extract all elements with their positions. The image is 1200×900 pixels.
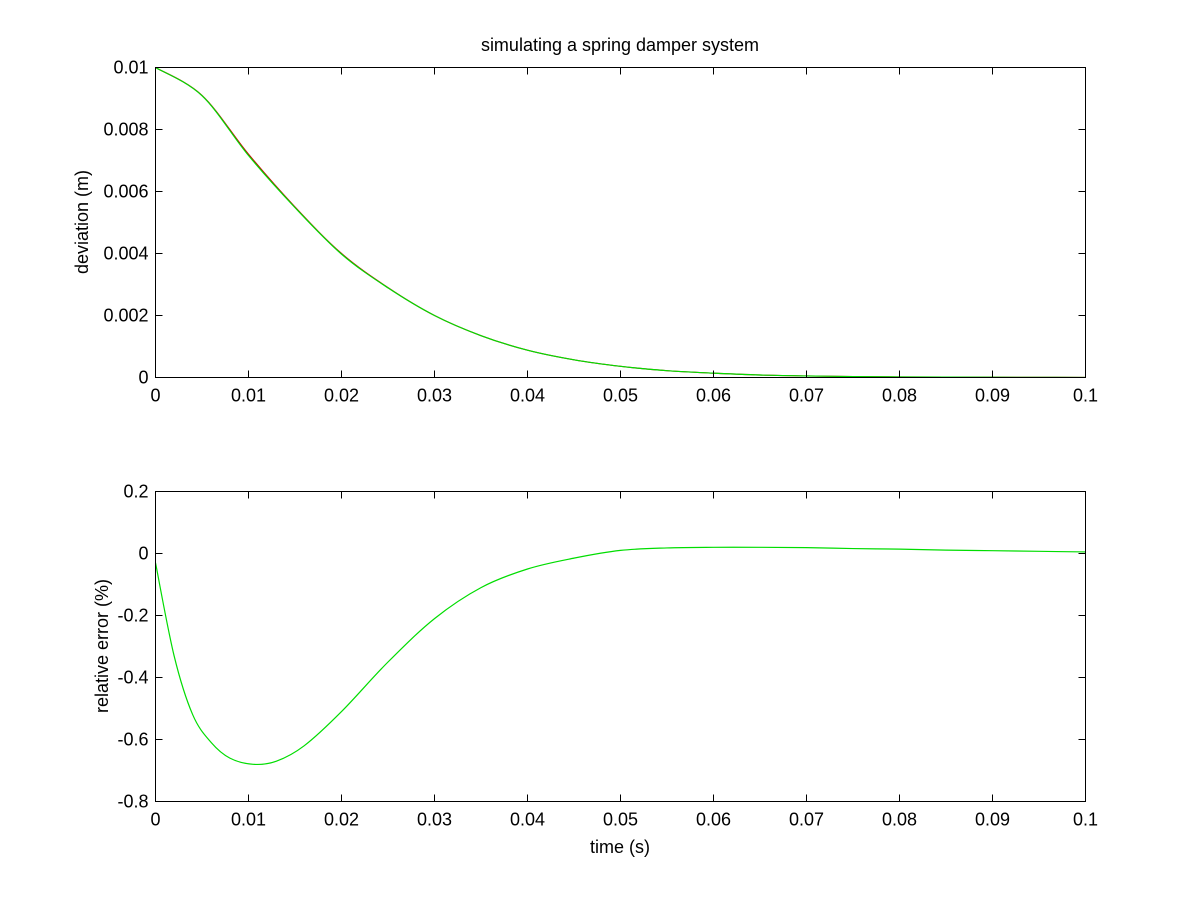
error-x-tick-label: 0.09 [975,810,1010,830]
error-ticks-group: 0 0.01 0.02 0.03 0.04 0.05 0.06 0.07 0.08 0.09 0.1… [117,482,1098,830]
deviation-ticks-group: 0 0.01 0.02 0.03 0.04 0.05 0.06 0.07 0.08 0.09 0.1… [103,58,1098,406]
deviation-x-tick-label: 0.05 [603,386,638,406]
deviation-y-tick-label: 0.006 [103,182,148,202]
error-series-line-1 [154,546,1086,766]
deviation-x-tick-label: 0.06 [696,386,731,406]
deviation-x-tick-label: 0.07 [789,386,824,406]
error-x-tick-label: 0.02 [324,810,359,830]
subplot-deviation: simulating a spring damper system 0 0.01 0… [72,35,1098,406]
error-y-tick-label: -0.6 [117,730,148,750]
error-y-tick-label: 0.2 [123,482,148,502]
deviation-x-tick-label: 0 [150,386,160,406]
deviation-x-tick-label: 0.09 [975,386,1010,406]
subplot-relative-error: 0 0.01 0.02 0.03 0.04 0.05 0.06 0.07 0.08 0.09 0.1… [92,482,1098,858]
error-x-tick-label: 0.05 [603,810,638,830]
error-y-tick-label: 0 [138,544,148,564]
deviation-x-tick-label: 0.01 [231,386,266,406]
deviation-y-tick-label: 0.01 [113,58,148,78]
error-series-group [154,546,1086,766]
deviation-x-tick-label: 0.02 [324,386,359,406]
deviation-x-tick-label: 0.1 [1073,386,1098,406]
deviation-plot-frame [155,67,1086,378]
error-x-tick-label: 0.01 [231,810,266,830]
error-x-tick-label: 0.04 [510,810,545,830]
error-x-tick-label: 0.07 [789,810,824,830]
deviation-y-tick-label: 0.004 [103,244,148,264]
deviation-y-tick-label: 0.002 [103,306,148,326]
deviation-x-tick-label: 0.04 [510,386,545,406]
error-y-tick-label: -0.2 [117,606,148,626]
error-x-tick-label: 0.1 [1073,810,1098,830]
deviation-y-tick-label: 0 [138,368,148,388]
deviation-x-tick-label: 0.08 [882,386,917,406]
error-y-axis-label: relative error (%) [92,579,112,713]
x-axis-label: time (s) [590,837,650,857]
error-plot-frame [155,491,1086,802]
error-x-tick-label: 0 [150,810,160,830]
error-x-tick-label: 0.06 [696,810,731,830]
error-y-tick-label: -0.8 [117,792,148,812]
deviation-x-tick-label: 0.03 [417,386,452,406]
deviation-y-tick-label: 0.008 [103,120,148,140]
error-x-tick-label: 0.03 [417,810,452,830]
error-x-tick-label: 0.08 [882,810,917,830]
deviation-y-axis-label: deviation (m) [72,170,92,274]
error-y-tick-label: -0.4 [117,668,148,688]
chart-title: simulating a spring damper system [481,35,759,55]
